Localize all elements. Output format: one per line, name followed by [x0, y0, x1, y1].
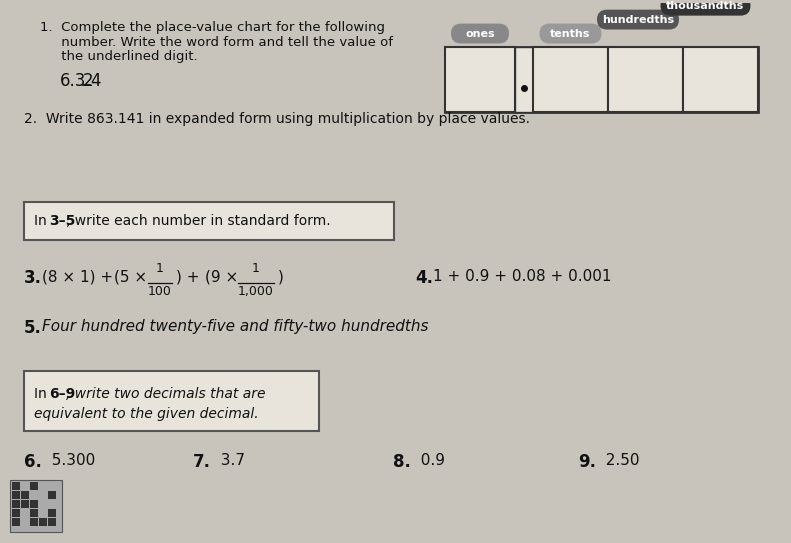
Bar — [48, 491, 56, 499]
Text: 2.  Write 863.141 in expanded form using multiplication by place values.: 2. Write 863.141 in expanded form using … — [24, 112, 530, 126]
Text: the underlined digit.: the underlined digit. — [40, 50, 198, 64]
Text: 3.7: 3.7 — [211, 453, 245, 469]
Bar — [608, 47, 683, 112]
Text: 3–5: 3–5 — [49, 213, 75, 228]
Text: In: In — [34, 387, 51, 401]
Text: tenths: tenths — [551, 29, 591, 39]
Text: 1,000: 1,000 — [238, 285, 274, 298]
Text: 9.: 9. — [578, 453, 596, 471]
Text: 0.9: 0.9 — [411, 453, 445, 469]
Text: ones: ones — [465, 29, 495, 39]
Bar — [445, 47, 515, 112]
Text: (5 ×: (5 × — [114, 269, 147, 285]
Text: (9 ×: (9 × — [205, 269, 238, 285]
Text: 1: 1 — [252, 262, 260, 275]
Bar — [683, 47, 758, 112]
Text: , write two decimals that are: , write two decimals that are — [66, 387, 266, 401]
Text: 2.50: 2.50 — [596, 453, 639, 469]
Bar — [30, 518, 38, 526]
Bar — [12, 500, 20, 508]
Text: 8.: 8. — [393, 453, 411, 471]
Text: thousandths: thousandths — [666, 1, 744, 11]
Text: hundredths: hundredths — [602, 15, 674, 24]
Text: 2: 2 — [83, 72, 93, 90]
Bar — [24, 201, 394, 239]
Bar — [12, 482, 20, 490]
Bar — [48, 518, 56, 526]
FancyBboxPatch shape — [597, 10, 679, 29]
FancyBboxPatch shape — [451, 23, 509, 43]
Text: 6.3: 6.3 — [60, 72, 86, 90]
Text: 5.300: 5.300 — [42, 453, 95, 469]
Text: 7.: 7. — [193, 453, 211, 471]
Bar — [30, 482, 38, 490]
Text: number. Write the word form and tell the value of: number. Write the word form and tell the… — [40, 35, 393, 48]
Bar — [30, 509, 38, 517]
Bar — [445, 47, 758, 112]
Text: 5.: 5. — [24, 319, 42, 337]
Bar — [533, 47, 608, 112]
Text: ): ) — [278, 269, 284, 285]
Text: 4.: 4. — [415, 269, 433, 287]
Text: 1.  Complete the place-value chart for the following: 1. Complete the place-value chart for th… — [40, 21, 385, 34]
Text: 6.: 6. — [24, 453, 42, 471]
Text: equivalent to the given decimal.: equivalent to the given decimal. — [34, 407, 259, 421]
Bar — [24, 371, 319, 431]
Bar — [21, 500, 29, 508]
Bar — [12, 509, 20, 517]
Bar — [39, 518, 47, 526]
Bar — [515, 47, 533, 112]
Bar — [30, 500, 38, 508]
FancyBboxPatch shape — [539, 23, 601, 43]
Text: Four hundred twenty-five and fifty-two hundredths: Four hundred twenty-five and fifty-two h… — [42, 319, 429, 334]
Text: 1: 1 — [156, 262, 164, 275]
Bar — [12, 491, 20, 499]
Bar — [48, 509, 56, 517]
Text: ) +: ) + — [176, 269, 204, 285]
Text: (8 × 1) +: (8 × 1) + — [42, 269, 118, 285]
Bar — [10, 481, 62, 532]
Text: 1 + 0.9 + 0.08 + 0.001: 1 + 0.9 + 0.08 + 0.001 — [433, 269, 611, 285]
Text: 4: 4 — [90, 72, 100, 90]
Bar — [12, 518, 20, 526]
FancyBboxPatch shape — [660, 0, 751, 16]
Bar — [21, 491, 29, 499]
Text: 3.: 3. — [24, 269, 42, 287]
Text: 6–9: 6–9 — [49, 387, 75, 401]
Text: , write each number in standard form.: , write each number in standard form. — [66, 213, 331, 228]
Text: 100: 100 — [148, 285, 172, 298]
Text: In: In — [34, 213, 51, 228]
